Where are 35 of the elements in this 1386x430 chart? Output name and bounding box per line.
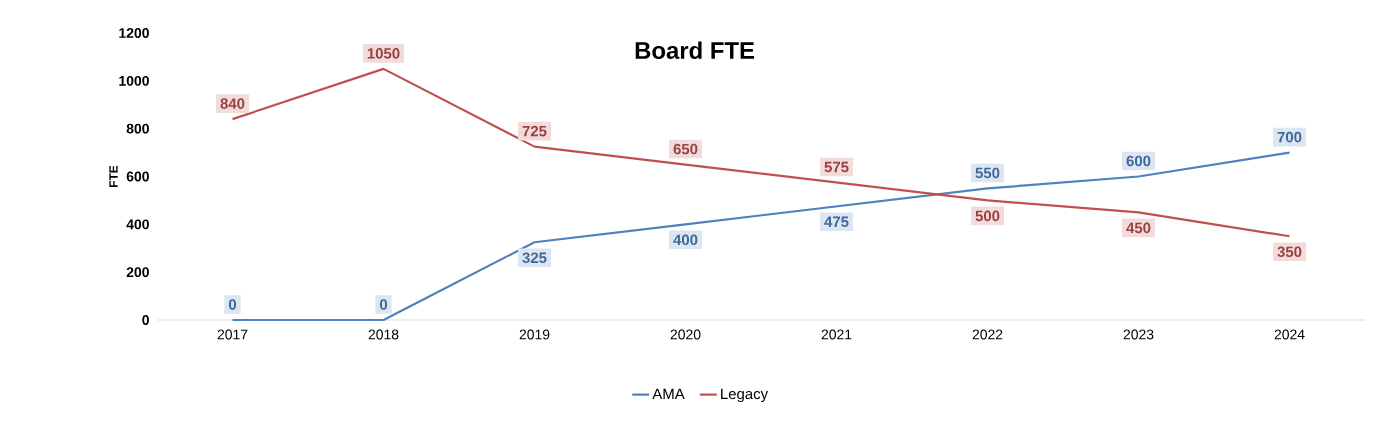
- data-label: 600: [1126, 155, 1151, 167]
- data-label: 400: [673, 234, 698, 246]
- y-tick-label: 0: [142, 315, 149, 325]
- data-label: 650: [673, 143, 698, 155]
- x-tick-label: 2021: [821, 329, 852, 340]
- data-label: 550: [975, 167, 1000, 179]
- x-tick-label: 2017: [217, 329, 248, 340]
- data-label: 350: [1277, 246, 1302, 258]
- data-label: 0: [228, 299, 237, 310]
- x-tick-label: 2023: [1123, 329, 1154, 340]
- legend-label: AMA: [652, 388, 685, 400]
- data-label: 475: [824, 216, 849, 228]
- legend-label: Legacy: [721, 388, 769, 403]
- y-tick-label: 1200: [119, 28, 149, 38]
- data-label: 0: [379, 299, 388, 310]
- y-tick-label: 400: [126, 219, 149, 230]
- y-tick-label: 600: [126, 171, 149, 182]
- y-tick-label: 1000: [119, 75, 149, 86]
- data-label: 500: [975, 210, 1000, 222]
- chart-title: Board FTE: [635, 41, 755, 59]
- y-tick-label: 200: [126, 267, 149, 278]
- data-label: 575: [824, 161, 849, 173]
- data-label: 1050: [367, 48, 400, 59]
- data-label: 700: [1277, 131, 1302, 143]
- x-tick-label: 2022: [972, 329, 1003, 340]
- x-tick-label: 2024: [1274, 329, 1305, 340]
- y-axis-title: FTE: [109, 165, 118, 187]
- data-label: 725: [522, 125, 547, 137]
- y-tick-label: 800: [126, 123, 149, 134]
- x-tick-label: 2019: [519, 329, 550, 340]
- data-label: 450: [1126, 222, 1151, 234]
- x-tick-label: 2020: [670, 329, 701, 340]
- data-label: 325: [522, 252, 547, 264]
- data-label: 840: [220, 98, 245, 109]
- x-tick-label: 2018: [368, 329, 399, 340]
